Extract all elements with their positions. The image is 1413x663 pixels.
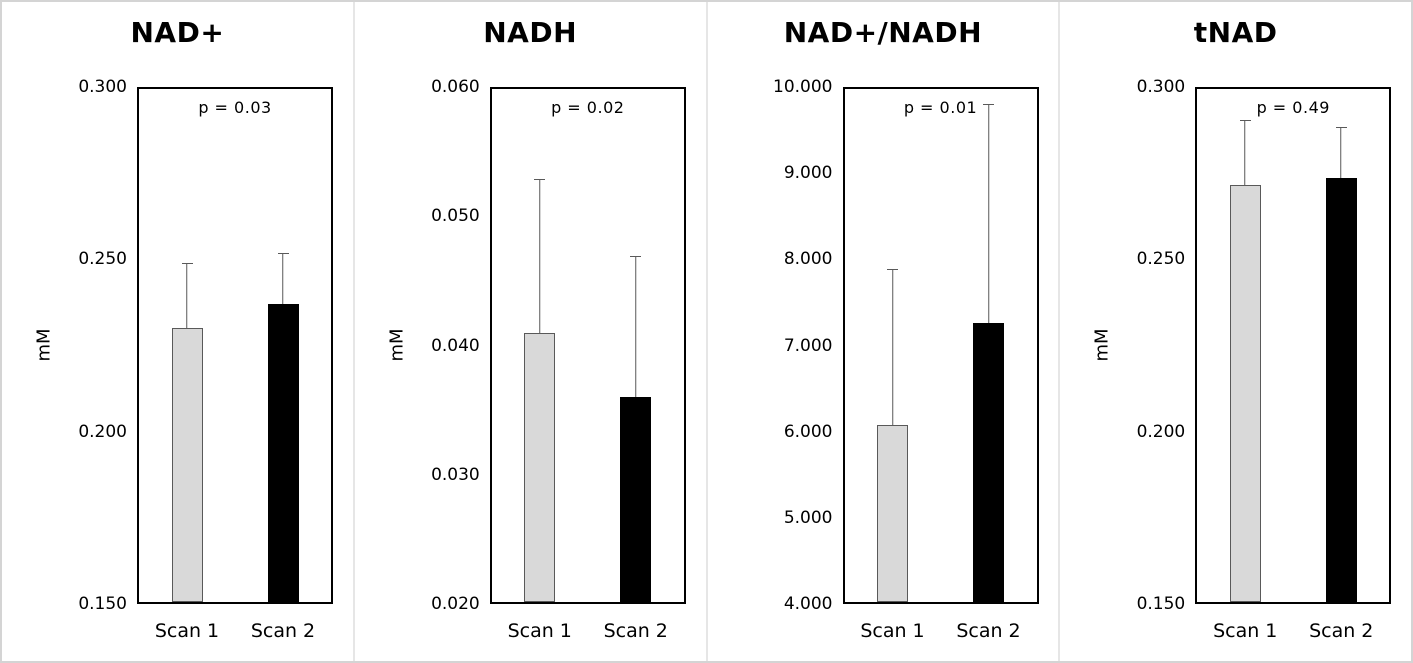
bar-scan-2 (267, 304, 299, 602)
x-axis-category-label: Scan 2 (603, 620, 668, 642)
y-axis-tick-label: 4.000 (783, 594, 833, 614)
x-axis-category-label: Scan 2 (956, 620, 1021, 642)
chart-title: NAD+ (130, 16, 225, 49)
bars-container (492, 89, 684, 602)
chart-title: NADH (483, 16, 578, 49)
p-value-label: p = 0.03 (198, 98, 272, 117)
y-axis-tick-label: 0.250 (1136, 249, 1186, 270)
x-axis-category-label: Scan 2 (1309, 620, 1374, 642)
bars-container (845, 89, 1037, 602)
y-axis-tick-label: 10.000 (773, 77, 833, 97)
y-axis-tick-label: 0.250 (78, 249, 127, 270)
error-bar-cap (887, 269, 898, 271)
bars-container (1197, 89, 1389, 602)
bar-scan-2 (1325, 177, 1357, 602)
y-axis-label: mM (386, 328, 408, 362)
bar-scan-1 (171, 328, 203, 602)
p-value-label: p = 0.49 (1256, 98, 1330, 117)
error-bar-line (635, 255, 636, 397)
x-axis-category-label: Scan 1 (154, 620, 220, 642)
error-bar-line (186, 263, 188, 329)
chart-title: NAD+/NADH (783, 16, 983, 49)
y-axis-label: mM (1091, 328, 1113, 362)
y-axis-tick-label: 0.030 (431, 464, 480, 485)
y-axis-tick-label: 0.200 (1136, 421, 1186, 442)
bar-scan-1 (1229, 184, 1261, 602)
y-axis-tick-label: 7.000 (783, 335, 833, 356)
y-axis-tick-label: 5.000 (783, 507, 833, 528)
error-bar-line (539, 178, 540, 333)
y-axis-ticks: 0.060 0.050 0.040 0.030 0.020 (355, 2, 480, 661)
p-value-label: p = 0.02 (551, 98, 625, 117)
plot-area: p = 0.02 (489, 87, 686, 604)
plot-area: p = 0.49 (1195, 87, 1392, 604)
bar-scan-1 (877, 425, 908, 602)
y-axis-ticks: 10.000 9.000 8.000 7.000 6.000 5.000 4.000 (708, 2, 833, 661)
x-axis-category-label: Scan 1 (507, 620, 572, 642)
chart-title: tNAD (1193, 16, 1278, 49)
error-bar-line (891, 269, 893, 425)
bars-container (139, 89, 331, 602)
error-bar-cap (277, 253, 289, 255)
y-axis-tick-label: 0.150 (78, 594, 127, 614)
p-value-label: p = 0.01 (903, 98, 978, 117)
y-axis-tick-label: 0.060 (431, 77, 480, 97)
y-axis-tick-label: 0.050 (431, 206, 480, 227)
bar-scan-1 (524, 332, 556, 602)
y-axis-tick-label: 0.020 (431, 594, 480, 614)
x-axis-category-label: Scan 1 (1213, 620, 1278, 642)
chart-panel-nad-plus: NAD+ 0.300 0.250 0.200 0.150 mM p = 0.03 Sc… (2, 2, 355, 661)
error-bar-cap (534, 178, 546, 180)
y-axis-tick-label: 9.000 (783, 163, 833, 184)
plot-area: p = 0.03 (137, 87, 333, 604)
chart-panel-nadh: NADH 0.060 0.050 0.040 0.030 0.020 mM p = 0.… (355, 2, 708, 661)
y-axis-tick-label: 6.000 (783, 421, 833, 442)
bar-scan-2 (620, 396, 652, 602)
x-axis-category-label: Scan 1 (860, 620, 925, 642)
y-axis-label: mM (33, 328, 55, 362)
y-axis-tick-label: 0.150 (1136, 594, 1186, 614)
error-bar-line (282, 253, 284, 305)
y-axis-tick-label: 8.000 (783, 249, 833, 270)
y-axis-tick-label: 0.040 (431, 335, 480, 356)
y-axis-tick-label: 0.200 (78, 421, 127, 442)
error-bar-cap (630, 255, 642, 257)
y-axis-ticks: 0.300 0.250 0.200 0.150 (1060, 2, 1186, 661)
plot-area: p = 0.01 (842, 87, 1039, 604)
bar-scan-2 (973, 323, 1004, 602)
error-bar-cap (181, 263, 193, 265)
error-bar-line (1244, 119, 1246, 185)
chart-panel-tnad: tNAD 0.300 0.250 0.200 0.150 mM p = 0.49 Sc… (1060, 2, 1411, 661)
error-bar-cap (1335, 126, 1347, 128)
x-axis-category-label: Scan 2 (250, 620, 316, 642)
error-bar-line (1340, 126, 1342, 178)
error-bar-line (987, 103, 989, 324)
y-axis-ticks: 0.300 0.250 0.200 0.150 (2, 2, 127, 661)
error-bar-cap (983, 103, 994, 105)
chart-panel-nad-ratio: NAD+/NADH 10.000 9.000 8.000 7.000 6.000 5.00… (708, 2, 1061, 661)
error-bar-cap (1239, 119, 1251, 121)
y-axis-tick-label: 0.300 (1136, 77, 1186, 97)
y-axis-tick-label: 0.300 (78, 77, 127, 97)
